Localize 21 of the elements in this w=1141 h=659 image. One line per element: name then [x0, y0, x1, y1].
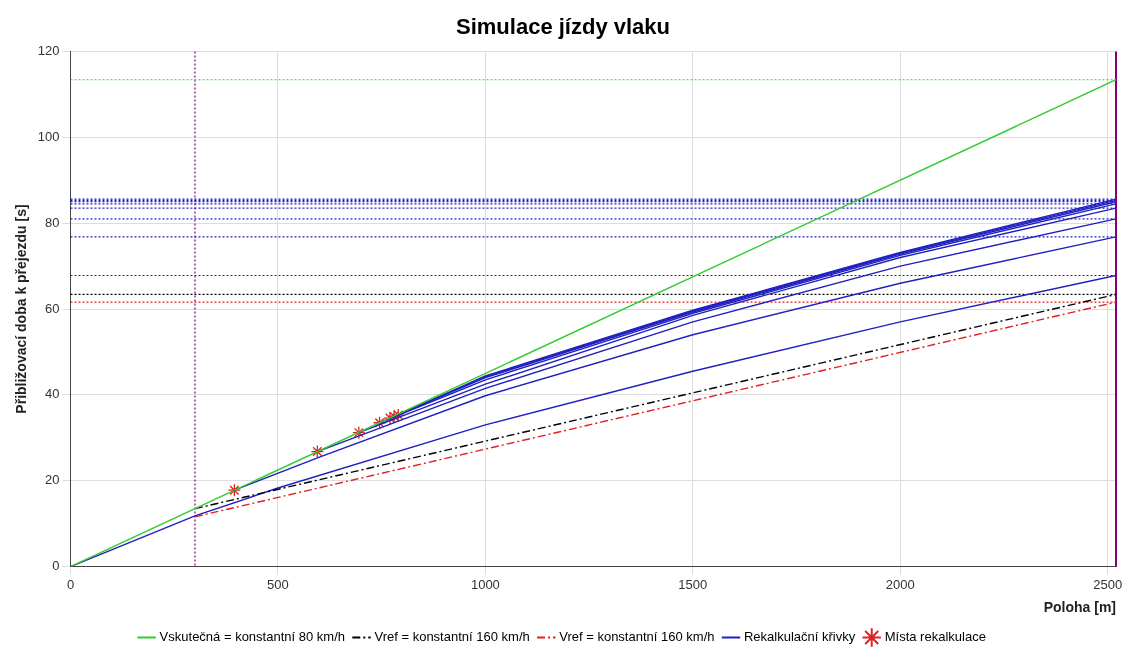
- y-tick-label: 80: [45, 214, 60, 230]
- y-tick-label: 0: [52, 558, 60, 574]
- y-tick-label: 20: [45, 472, 60, 488]
- y-tick-label: 40: [45, 386, 60, 402]
- x-tick-label: 500: [267, 576, 289, 592]
- x-axis-title: Poloha [m]: [1043, 599, 1116, 616]
- legend-label: Vskutečná = konstantní 80 km/h: [159, 629, 345, 645]
- x-tick-label: 2000: [885, 576, 915, 592]
- y-tick-label: 120: [37, 42, 60, 58]
- y-tick-label: 100: [37, 128, 60, 144]
- legend-label: Místa rekalkulace: [884, 629, 986, 645]
- x-tick-label: 0: [66, 576, 75, 592]
- x-tick-label: 1000: [470, 576, 500, 592]
- x-tick-label: 2500: [1093, 576, 1123, 592]
- legend-label: Vref = konstantní 160 km/h: [374, 629, 530, 645]
- y-tick-label: 60: [45, 300, 60, 316]
- legend-label: Vref = konstantní 160 km/h: [559, 629, 715, 645]
- legend-label: Rekalkulační křivky: [743, 629, 856, 645]
- x-tick-label: 1500: [678, 576, 708, 592]
- y-axis-title: Přibližovací doba k přejezdu [s]: [13, 204, 30, 414]
- chart-title: Simulace jízdy vlaku: [456, 14, 670, 40]
